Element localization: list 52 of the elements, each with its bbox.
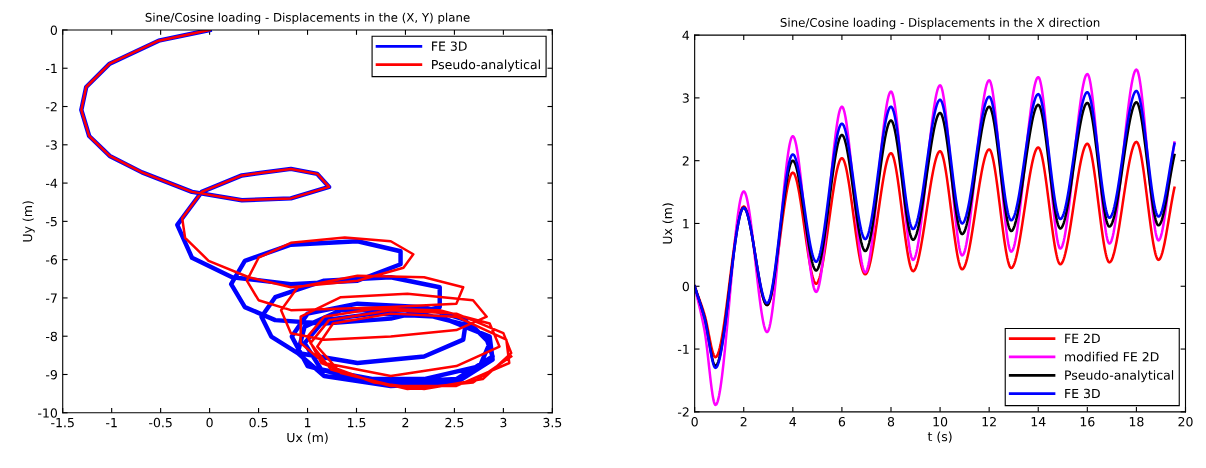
y-axis-title: Uy (m) bbox=[22, 201, 35, 242]
x-axis-title: t (s) bbox=[927, 431, 952, 443]
y-tick-label: -2 bbox=[46, 101, 57, 112]
x-tick-label: 16 bbox=[1080, 416, 1095, 427]
y-tick-label: -8 bbox=[46, 331, 57, 342]
y-tick-label: -1 bbox=[677, 344, 689, 354]
x-tick-label: -0.5 bbox=[149, 417, 172, 428]
x-tick-label: 6 bbox=[838, 416, 846, 427]
y-axis-title: Ux (m) bbox=[662, 203, 674, 244]
y-tick-label: 3 bbox=[682, 93, 689, 103]
x-tick-label: 0 bbox=[691, 416, 698, 427]
y-tick-label: -1 bbox=[46, 63, 57, 73]
x-tick-label: -1 bbox=[106, 418, 117, 428]
y-tick-label: -4 bbox=[46, 178, 58, 188]
x-tick-label: 0 bbox=[206, 417, 213, 428]
x-tick-label: 1 bbox=[304, 418, 311, 428]
y-tick-label: 1 bbox=[683, 219, 689, 229]
y-tick-label: 2 bbox=[682, 156, 689, 166]
x-tick-label: 2 bbox=[740, 416, 747, 427]
x-tick-label: 0.5 bbox=[249, 417, 268, 428]
y-tick-label: -3 bbox=[46, 140, 57, 150]
y-tick-label: -7 bbox=[46, 293, 57, 303]
x-tick-label: 3 bbox=[500, 417, 507, 428]
x-tick-label: 4 bbox=[789, 417, 797, 427]
legend-label: FE 3D bbox=[432, 41, 467, 51]
x-tick-label: 2 bbox=[402, 417, 409, 428]
x-tick-label: 1.5 bbox=[347, 418, 366, 428]
y-tick-label: -10 bbox=[38, 408, 58, 418]
x-tick-label: 14 bbox=[1031, 417, 1046, 427]
chart-title: Sine/Cosine loading - Displacements in the X direction bbox=[780, 17, 1100, 30]
chart-title: Sine/Cosine loading - Displacements in the (X, Y) plane bbox=[145, 12, 470, 25]
x-tick-label: 2.5 bbox=[445, 417, 464, 428]
legend-label: modified FE 2D bbox=[1065, 351, 1159, 362]
y-tick-label: 0 bbox=[682, 281, 689, 292]
x-axis-title: Ux (m) bbox=[287, 432, 328, 444]
x-tick-label: 10 bbox=[933, 416, 948, 427]
x-tick-label: 8 bbox=[887, 416, 895, 427]
x-tick-label: 12 bbox=[982, 416, 996, 427]
y-tick-label: 4 bbox=[682, 30, 690, 40]
legend-label: FE 2D bbox=[1065, 333, 1100, 343]
y-tick-label: -9 bbox=[46, 369, 57, 380]
y-tick-label: 0 bbox=[50, 25, 58, 35]
legend-label: Pseudo-analytical bbox=[432, 59, 540, 72]
y-tick-label: -5 bbox=[46, 217, 57, 227]
x-tick-label: -1.5 bbox=[51, 418, 74, 428]
y-tick-label: -6 bbox=[46, 255, 58, 265]
y-tick-label: -2 bbox=[677, 407, 689, 417]
legend-label: FE 3D bbox=[1065, 388, 1100, 399]
x-tick-label: 18 bbox=[1129, 416, 1144, 427]
x-tick-label: 3.5 bbox=[543, 417, 562, 428]
x-tick-label: 20 bbox=[1178, 416, 1193, 427]
legend-label: Pseudo-analytical bbox=[1065, 370, 1174, 383]
